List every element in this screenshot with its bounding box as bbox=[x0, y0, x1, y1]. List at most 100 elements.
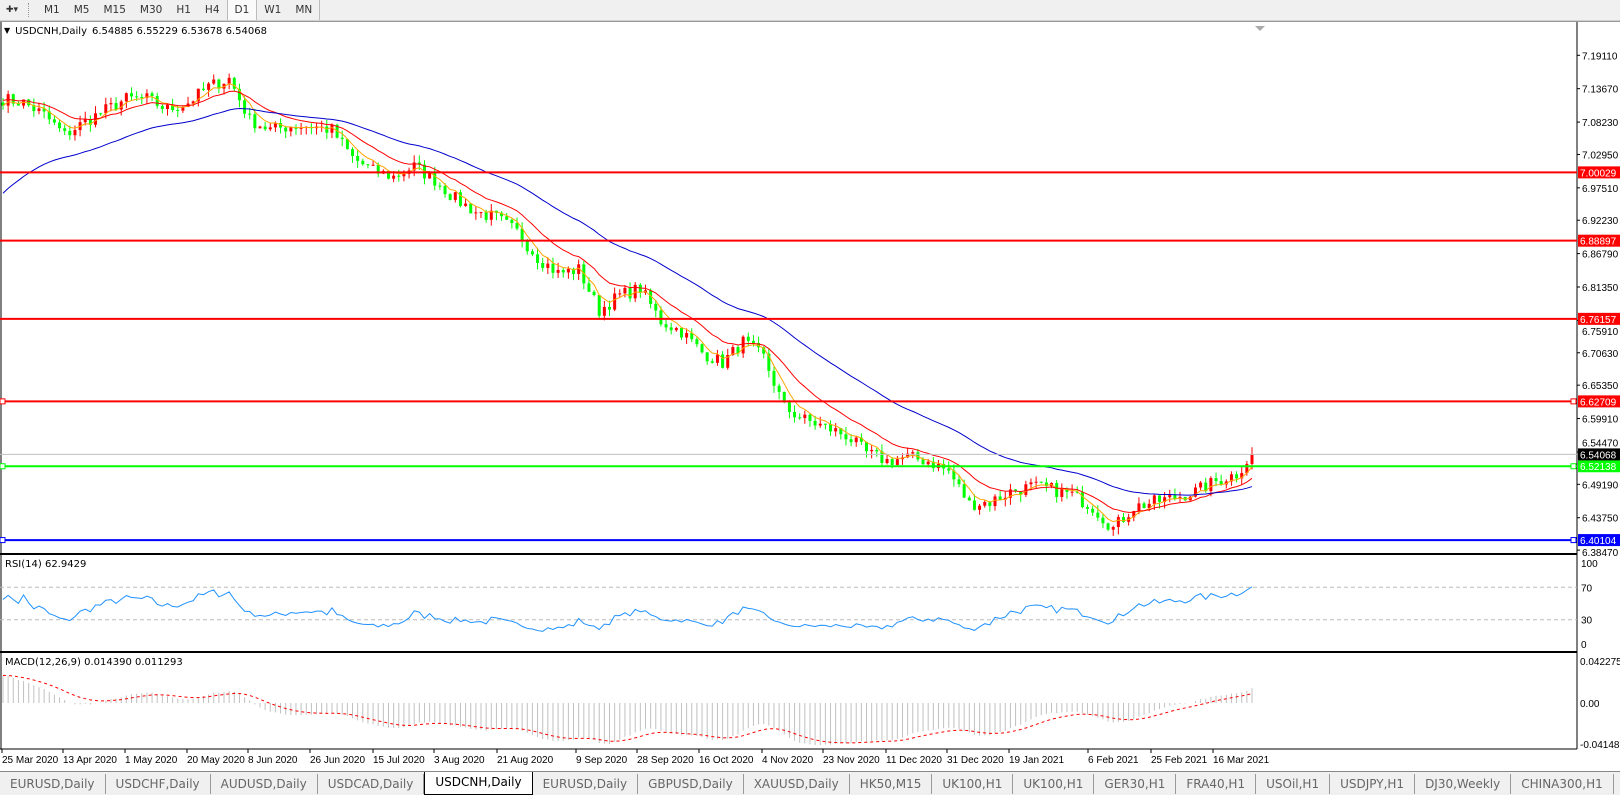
candle-body bbox=[438, 185, 442, 187]
candle-body bbox=[561, 269, 565, 273]
time-tick-label: 11 Dec 2020 bbox=[886, 755, 942, 766]
price-tick-label: 7.02950 bbox=[1582, 150, 1619, 161]
candle-body bbox=[721, 354, 725, 368]
candle-body bbox=[731, 347, 735, 356]
candle-body bbox=[803, 414, 807, 419]
macd-histogram bbox=[2, 675, 1253, 746]
candle-body bbox=[1034, 481, 1038, 483]
candle-body bbox=[505, 216, 509, 220]
chart-canvas[interactable]: 7.19110 7.13670 7.08230 7.02950 6.97510 6.922… bbox=[0, 22, 1620, 772]
toolbar-grip[interactable] bbox=[28, 3, 33, 17]
ma-fast-line bbox=[2, 83, 1253, 523]
timeframe-m30-button[interactable]: M30 bbox=[139, 4, 163, 16]
candle-body bbox=[299, 127, 303, 129]
candle-body bbox=[345, 139, 349, 150]
candle-body bbox=[392, 175, 396, 179]
time-tick-label: 4 Nov 2020 bbox=[762, 755, 814, 766]
candle-body bbox=[793, 412, 797, 418]
candle-body bbox=[1080, 492, 1084, 508]
candle-body bbox=[1240, 473, 1244, 479]
timeframe-w1-button[interactable]: W1 bbox=[264, 4, 282, 16]
candle-body bbox=[608, 306, 612, 310]
chart-tab[interactable]: GER30,H1 bbox=[1094, 774, 1177, 794]
candle-body bbox=[68, 130, 72, 136]
candle-body bbox=[371, 164, 375, 166]
timeframe-mn-button[interactable]: MN bbox=[295, 4, 313, 16]
chart-tab[interactable]: GBPUSD,Daily bbox=[638, 774, 744, 794]
candle-body bbox=[715, 354, 719, 363]
timeframe-m15-button[interactable]: M15 bbox=[103, 4, 126, 16]
candle-body bbox=[777, 385, 781, 392]
candle-body bbox=[751, 340, 755, 343]
line-anchor-handle bbox=[1570, 398, 1577, 405]
candle-body bbox=[895, 459, 899, 465]
timeframe-h1-button[interactable]: H1 bbox=[176, 4, 191, 16]
candle-body bbox=[623, 287, 627, 294]
time-tick-label: 1 May 2020 bbox=[125, 755, 178, 766]
time-tick-label: 28 Sep 2020 bbox=[637, 755, 694, 766]
candle-body bbox=[515, 223, 519, 229]
line-anchor-handle bbox=[0, 398, 6, 405]
candle-body bbox=[1152, 495, 1156, 504]
chart-tab[interactable]: USDJPY,H1 bbox=[1330, 774, 1416, 794]
candle-body bbox=[674, 328, 678, 331]
price-level-label: 6.62709 bbox=[1580, 397, 1617, 408]
timeframe-h4-button[interactable]: H4 bbox=[204, 4, 220, 16]
candle-body bbox=[1075, 491, 1079, 493]
chart-tab[interactable]: CHINA300,H1 bbox=[1511, 774, 1614, 794]
chart-tab[interactable]: USDCAD,Daily bbox=[318, 774, 425, 794]
timeframe-d1-button[interactable]: D1 bbox=[226, 0, 258, 20]
chart-tab[interactable]: USOil,H1 bbox=[1256, 774, 1331, 794]
candle-body bbox=[474, 212, 478, 214]
candle-body bbox=[962, 484, 966, 498]
chart-tab[interactable]: EURUSD,Daily bbox=[533, 774, 639, 794]
price-tick-label: 6.81350 bbox=[1582, 283, 1619, 294]
chart-tab[interactable]: DJ30,Weekly bbox=[1415, 774, 1512, 794]
macd-tick-label: -0.04148 bbox=[1580, 740, 1620, 751]
timeframe-toolbar: ✚▾ M1 M5 M15 M30 H1 H4 D1 W1 MN bbox=[0, 0, 1620, 21]
candle-body bbox=[58, 122, 62, 129]
time-tick-label: 19 Jan 2021 bbox=[1009, 755, 1064, 766]
candle-body bbox=[145, 93, 149, 98]
rsi-line bbox=[2, 586, 1253, 632]
candle-body bbox=[114, 103, 118, 110]
candle-body bbox=[952, 470, 956, 480]
candle-body bbox=[916, 452, 920, 460]
candle-body bbox=[592, 291, 596, 296]
chart-tab[interactable]: XAUUSD,Daily bbox=[744, 774, 850, 794]
candle-body bbox=[453, 192, 457, 200]
chart-tab[interactable]: AUDUSD,Daily bbox=[211, 774, 318, 794]
candle-body bbox=[685, 333, 689, 338]
candle-body bbox=[865, 441, 869, 452]
chart-tab[interactable]: USDCNH,Daily bbox=[424, 772, 533, 795]
timeframe-m1-button[interactable]: M1 bbox=[44, 4, 60, 16]
cursor-dropdown-icon[interactable]: ✚▾ bbox=[5, 5, 19, 15]
candle-body bbox=[1055, 482, 1059, 497]
chart-tab[interactable]: USDCHF,Daily bbox=[106, 774, 211, 794]
chart-tab[interactable]: UK100,H1 bbox=[932, 774, 1014, 794]
line-anchor-handle bbox=[1570, 537, 1577, 544]
candle-body bbox=[412, 162, 416, 171]
candle-body bbox=[736, 347, 740, 354]
chart-tab[interactable]: UK100,H1 bbox=[1013, 774, 1095, 794]
candle-body bbox=[104, 104, 108, 114]
time-tick-label: 20 May 2020 bbox=[187, 755, 245, 766]
macd-tick-label: 0.00 bbox=[1580, 699, 1600, 710]
candle-body bbox=[165, 104, 169, 109]
candle-body bbox=[88, 118, 92, 125]
time-tick-label: 15 Jul 2020 bbox=[373, 755, 425, 766]
chart-tab[interactable]: EURUSD,Daily bbox=[0, 774, 106, 794]
chart-tab[interactable]: FRA40,H1 bbox=[1176, 774, 1257, 794]
timeframe-m5-button[interactable]: M5 bbox=[73, 4, 90, 16]
collapse-triangle-icon[interactable]: ▼ bbox=[4, 26, 11, 35]
candle-body bbox=[109, 103, 113, 105]
candle-body bbox=[870, 449, 874, 452]
candle-body bbox=[464, 203, 468, 206]
candle-body bbox=[325, 126, 329, 133]
chart-window[interactable]: 7.19110 7.13670 7.08230 7.02950 6.97510 6.922… bbox=[0, 21, 1620, 772]
candle-body bbox=[1014, 489, 1018, 492]
chart-tab[interactable]: HK50,M15 bbox=[850, 774, 933, 794]
symbol-label: USDCNH,Daily bbox=[15, 26, 87, 37]
candle-body bbox=[42, 108, 46, 112]
candle-body bbox=[972, 500, 976, 510]
